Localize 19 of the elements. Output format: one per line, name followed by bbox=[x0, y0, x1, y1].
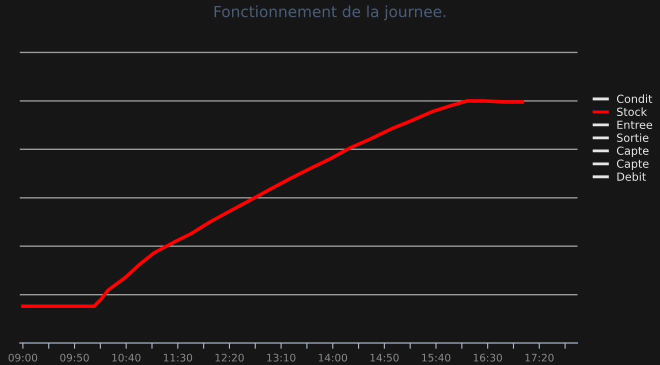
legend-label: Capte bbox=[616, 146, 649, 158]
x-tick-label: 12:20 bbox=[216, 354, 244, 362]
x-tick-label: 17:20 bbox=[525, 354, 554, 362]
x-tick-label: 09:50 bbox=[60, 354, 89, 362]
legend-label: Condit bbox=[616, 94, 652, 103]
x-tick-label: 09:00 bbox=[8, 354, 38, 362]
legend-label: Entree bbox=[617, 120, 652, 129]
legend-label: Stock bbox=[617, 107, 648, 116]
x-tick-label: 14:50 bbox=[370, 354, 399, 362]
x-tick-label: 16:30 bbox=[474, 354, 502, 362]
x-tick-label: 10:40 bbox=[112, 354, 140, 362]
legend-label: Capte bbox=[616, 159, 649, 170]
legend-label: Debit bbox=[617, 172, 646, 181]
x-tick-label: 13:10 bbox=[267, 354, 296, 362]
x-tick-label: 14:00 bbox=[318, 354, 348, 362]
chart-title: Fonctionnement de la journee. bbox=[214, 5, 446, 20]
x-tick-label: 15:40 bbox=[422, 354, 450, 362]
x-tick-label: 11:30 bbox=[164, 354, 192, 362]
legend-label: Sortie bbox=[617, 133, 648, 142]
